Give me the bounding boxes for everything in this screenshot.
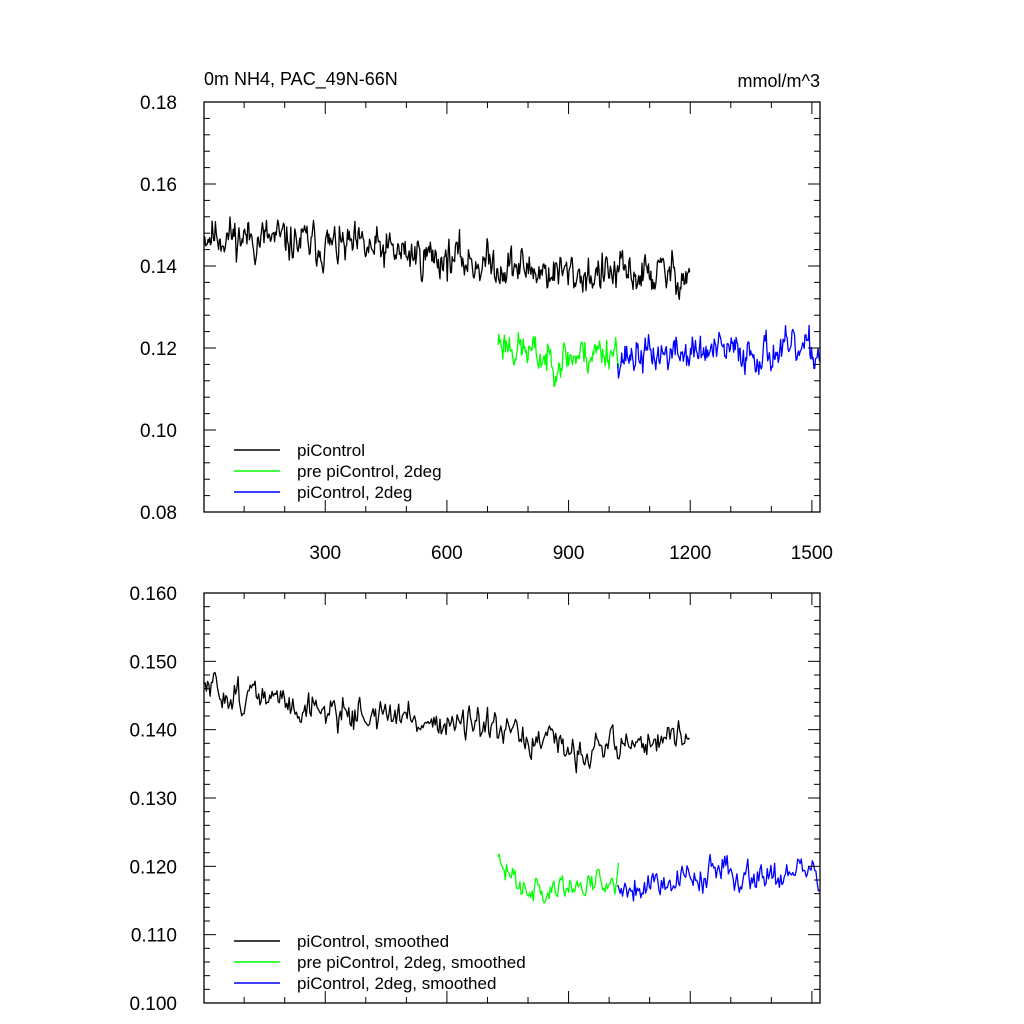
series-line-picontrol-2deg bbox=[616, 324, 821, 379]
bottom-panel: 0.100 0.110 0.120 0.130 0.140 0.150 0.160 piCo… bbox=[129, 584, 821, 1015]
y-tick-label: 0.12 bbox=[140, 339, 177, 360]
y-tick-label: 0.18 bbox=[140, 93, 177, 114]
y-tick-label: 0.08 bbox=[140, 503, 177, 524]
y-tick-label: 0.150 bbox=[129, 652, 177, 673]
y-tick-label: 0.100 bbox=[129, 994, 177, 1015]
y-tick-label: 0.140 bbox=[129, 721, 177, 742]
chart-title: 0m NH4, PAC_49N-66N bbox=[204, 69, 398, 90]
y-tick-label: 0.10 bbox=[140, 421, 177, 442]
x-tick-label: 900 bbox=[553, 543, 585, 564]
y-tick-label: 0.120 bbox=[129, 857, 177, 878]
y-tick-label: 0.130 bbox=[129, 789, 177, 810]
top-plot-frame bbox=[203, 101, 821, 513]
units-label: mmol/m^3 bbox=[738, 71, 820, 91]
y-tick-label: 0.160 bbox=[129, 584, 177, 605]
legend-label-pre-picontrol-2deg: pre piControl, 2deg bbox=[297, 462, 442, 481]
top-ticks-group: 0.08 0.10 0.12 0.14 0.16 0.18 300 600 900 1200 150… bbox=[140, 93, 833, 564]
x-tick-label: 300 bbox=[309, 543, 341, 564]
series-line-picontrol bbox=[203, 216, 691, 301]
legend-label-picontrol-2deg-smoothed: piControl, 2deg, smoothed bbox=[297, 974, 496, 993]
legend-label-picontrol-smoothed: piControl, smoothed bbox=[297, 932, 449, 951]
series-line-pre-picontrol-2deg-smoothed bbox=[497, 853, 620, 904]
x-tick-label: 600 bbox=[431, 543, 463, 564]
bottom-ticks-group: 0.100 0.110 0.120 0.130 0.140 0.150 0.160 bbox=[129, 584, 820, 1015]
y-tick-label: 0.110 bbox=[131, 926, 177, 947]
x-tick-label: 1200 bbox=[669, 543, 711, 564]
top-series-group bbox=[203, 216, 821, 388]
series-line-picontrol-smoothed bbox=[203, 671, 690, 774]
bottom-series-group bbox=[203, 671, 820, 904]
bottom-legend: piControl, smoothed pre piControl, 2deg,… bbox=[234, 932, 526, 993]
y-tick-label: 0.14 bbox=[140, 257, 177, 278]
y-tick-label: 0.16 bbox=[140, 175, 177, 196]
series-line-pre-picontrol-2deg bbox=[497, 331, 620, 388]
legend-label-picontrol-2deg: piControl, 2deg bbox=[297, 483, 412, 502]
top-legend: piControl pre piControl, 2deg piControl,… bbox=[234, 441, 442, 502]
top-panel: 0m NH4, PAC_49N-66N mmol/m^3 0.08 0.10 0.1… bbox=[140, 69, 833, 564]
series-line-picontrol-2deg-smoothed bbox=[616, 853, 820, 902]
legend-label-picontrol: piControl bbox=[297, 441, 365, 460]
legend-label-pre-picontrol-2deg-smoothed: pre piControl, 2deg, smoothed bbox=[297, 953, 526, 972]
x-tick-label: 1500 bbox=[791, 543, 833, 564]
